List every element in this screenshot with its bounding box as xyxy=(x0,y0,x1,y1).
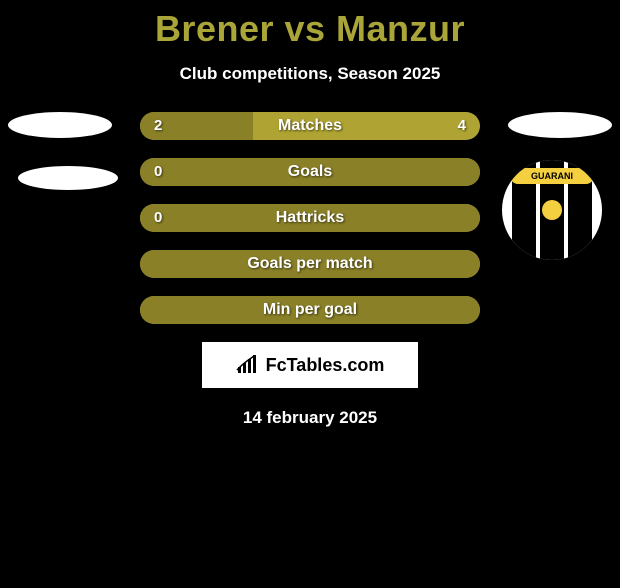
right-club-badge-1 xyxy=(508,112,612,138)
bar-label: Hattricks xyxy=(140,204,480,232)
bar-chart-icon xyxy=(236,355,260,375)
ellipse-placeholder-icon xyxy=(18,166,118,190)
infographic-root: Brener vs Manzur Club competitions, Seas… xyxy=(0,8,620,428)
stat-bar-row: Min per goal xyxy=(140,296,480,324)
bar-value-right: 4 xyxy=(458,112,466,140)
bar-label: Matches xyxy=(140,112,480,140)
left-club-badge-2 xyxy=(18,166,118,190)
source-logo-text: FcTables.com xyxy=(266,355,385,376)
left-club-badge-1 xyxy=(8,112,112,138)
bar-label: Goals xyxy=(140,158,480,186)
ellipse-placeholder-icon xyxy=(508,112,612,138)
footer-date: 14 february 2025 xyxy=(0,408,620,428)
stats-area: GUARANI Matches24Goals0Hattricks0Goals p… xyxy=(0,112,620,324)
page-subtitle: Club competitions, Season 2025 xyxy=(0,64,620,84)
crest-banner: GUARANI xyxy=(510,168,594,184)
bar-value-left: 0 xyxy=(154,204,162,232)
stat-bar-row: Hattricks0 xyxy=(140,204,480,232)
page-title: Brener vs Manzur xyxy=(0,8,620,50)
bar-label: Min per goal xyxy=(140,296,480,324)
ellipse-placeholder-icon xyxy=(8,112,112,138)
bar-label: Goals per match xyxy=(140,250,480,278)
club-crest-icon: GUARANI xyxy=(502,160,602,260)
stat-bars: Matches24Goals0Hattricks0Goals per match… xyxy=(140,112,480,324)
crest-center-icon xyxy=(542,200,562,220)
source-logo-box: FcTables.com xyxy=(202,342,418,388)
stat-bar-row: Goals per match xyxy=(140,250,480,278)
stat-bar-row: Matches2 4 xyxy=(140,112,480,140)
bar-value-left: 0 xyxy=(154,158,162,186)
right-club-badge-2: GUARANI xyxy=(502,160,602,260)
stat-bar-row: Goals0 xyxy=(140,158,480,186)
bar-value-left: 2 xyxy=(154,112,162,140)
